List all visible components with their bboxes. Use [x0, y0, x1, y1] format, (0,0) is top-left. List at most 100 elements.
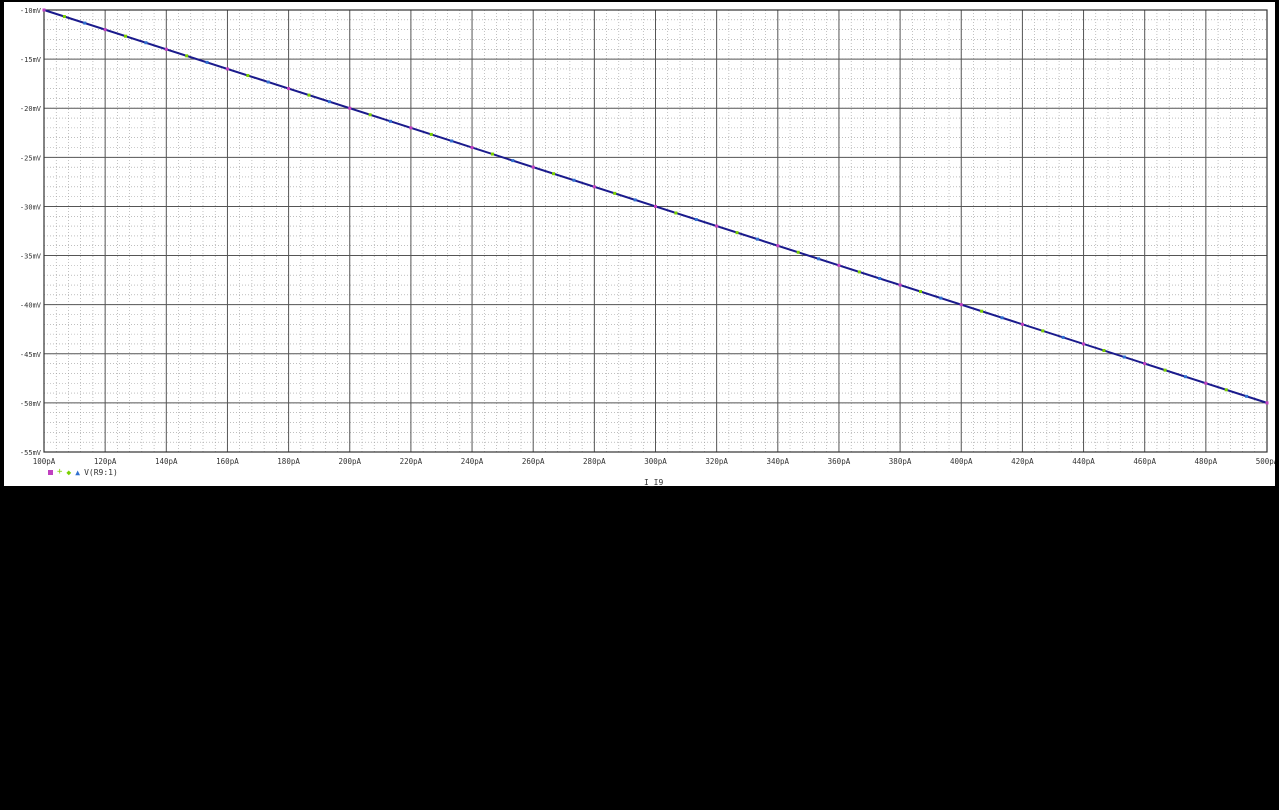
- series-marker: [898, 283, 902, 287]
- series-marker: [1183, 375, 1187, 379]
- series-marker: [857, 270, 861, 274]
- x-tick-label: 480pA: [1195, 457, 1218, 466]
- series-marker: [1041, 329, 1045, 333]
- series-marker: [307, 93, 311, 97]
- x-tick-label: 120pA: [94, 457, 117, 466]
- series-marker: [654, 204, 657, 208]
- series-marker: [715, 224, 719, 228]
- legend-plus-marker: +: [57, 467, 63, 477]
- x-tick-label: 140pA: [155, 457, 178, 466]
- x-tick-label: 400pA: [950, 457, 973, 466]
- series-marker: [1122, 355, 1126, 359]
- x-tick-label: 500pA: [1256, 457, 1275, 466]
- series-marker: [511, 159, 515, 163]
- series-marker: [959, 303, 963, 307]
- series-marker: [1245, 394, 1249, 398]
- x-tick-label: 300pA: [644, 457, 667, 466]
- series-marker: [164, 47, 168, 51]
- x-tick-label: 340pA: [767, 457, 790, 466]
- series-marker: [266, 80, 270, 84]
- series-marker: [185, 54, 189, 58]
- x-tick-label: 240pA: [461, 457, 484, 466]
- x-tick-label: 360pA: [828, 457, 851, 466]
- series-marker: [918, 290, 922, 294]
- series-marker: [1000, 316, 1004, 320]
- series-marker: [490, 152, 494, 156]
- series-marker: [1163, 368, 1167, 372]
- legend-square-marker: [48, 469, 53, 475]
- series-marker: [674, 211, 678, 215]
- series-v-r9-1: [42, 8, 1269, 405]
- series-marker: [1143, 362, 1147, 366]
- x-tick-label: 180pA: [277, 457, 300, 466]
- series-marker: [1265, 401, 1269, 405]
- series-marker: [755, 237, 759, 241]
- series-marker: [613, 191, 617, 195]
- legend: + ◆ ▲ V(R9:1): [48, 467, 118, 477]
- series-marker: [980, 309, 984, 313]
- series-marker: [470, 146, 474, 150]
- x-tick-label: 320pA: [705, 457, 728, 466]
- x-tick-label: 280pA: [583, 457, 606, 466]
- x-tick-label: 440pA: [1072, 457, 1095, 466]
- x-axis-ticks: 100pA 120pA 140pA 160pA 180pA 200pA 220pA 240pA…: [33, 457, 1275, 466]
- series-marker: [348, 106, 352, 110]
- y-tick-label: -30mV: [20, 203, 42, 211]
- series-marker: [225, 67, 229, 71]
- y-axis-ticks: -10mV -15mV -20mV -25mV -30mV -35mV -40mV -45mV…: [20, 7, 42, 457]
- y-tick-label: -55mV: [20, 449, 42, 457]
- series-marker: [878, 276, 882, 280]
- y-tick-label: -15mV: [20, 56, 42, 64]
- series-marker: [368, 113, 372, 117]
- series-marker: [83, 21, 87, 25]
- series-marker: [1102, 349, 1106, 353]
- y-tick-label: -50mV: [20, 400, 42, 408]
- x-tick-label: 460pA: [1133, 457, 1156, 466]
- series-marker: [694, 218, 698, 222]
- x-tick-label: 260pA: [522, 457, 545, 466]
- plot-frame: [43, 9, 1268, 453]
- series-marker: [409, 126, 413, 130]
- series-marker: [327, 100, 331, 104]
- legend-triangle-marker: ▲: [75, 467, 81, 477]
- x-tick-label: 200pA: [338, 457, 361, 466]
- legend-diamond-marker: ◆: [66, 467, 72, 477]
- series-marker: [205, 60, 209, 64]
- legend-label: V(R9:1): [84, 467, 118, 477]
- x-tick-label: 100pA: [33, 457, 56, 466]
- series-marker: [287, 87, 291, 91]
- series-marker: [592, 185, 596, 189]
- series-marker: [144, 41, 148, 45]
- series-marker: [1082, 342, 1086, 346]
- x-axis-label: I_I9: [644, 478, 664, 487]
- x-tick-label: 380pA: [889, 457, 912, 466]
- series-marker: [735, 231, 739, 235]
- series-marker: [1204, 381, 1208, 385]
- series-marker: [939, 296, 943, 300]
- series-marker: [450, 139, 454, 143]
- series-marker: [552, 172, 556, 176]
- series-marker: [389, 119, 393, 123]
- series-marker: [246, 73, 250, 77]
- plot-panel: -10mV -15mV -20mV -25mV -30mV -35mV -40mV -45mV…: [4, 2, 1275, 487]
- x-tick-label: 420pA: [1011, 457, 1034, 466]
- series-marker: [1020, 322, 1024, 326]
- x-tick-label: 220pA: [400, 457, 423, 466]
- y-tick-label: -10mV: [20, 7, 42, 15]
- series-marker: [1224, 388, 1228, 392]
- series-marker: [817, 257, 821, 261]
- series-marker: [572, 178, 576, 182]
- series-marker: [42, 8, 46, 12]
- series-marker: [1061, 335, 1065, 339]
- series-marker: [103, 28, 107, 32]
- y-tick-label: -40mV: [20, 302, 42, 310]
- grid: [43, 9, 1268, 453]
- series-marker: [796, 250, 800, 254]
- series-marker: [124, 34, 128, 38]
- y-tick-label: -25mV: [20, 154, 42, 162]
- y-tick-label: -45mV: [20, 351, 42, 359]
- y-tick-label: -20mV: [20, 105, 42, 113]
- chart-svg: -10mV -15mV -20mV -25mV -30mV -35mV -40mV -45mV…: [20, 7, 1275, 466]
- y-tick-label: -35mV: [20, 253, 42, 261]
- series-marker: [62, 15, 66, 19]
